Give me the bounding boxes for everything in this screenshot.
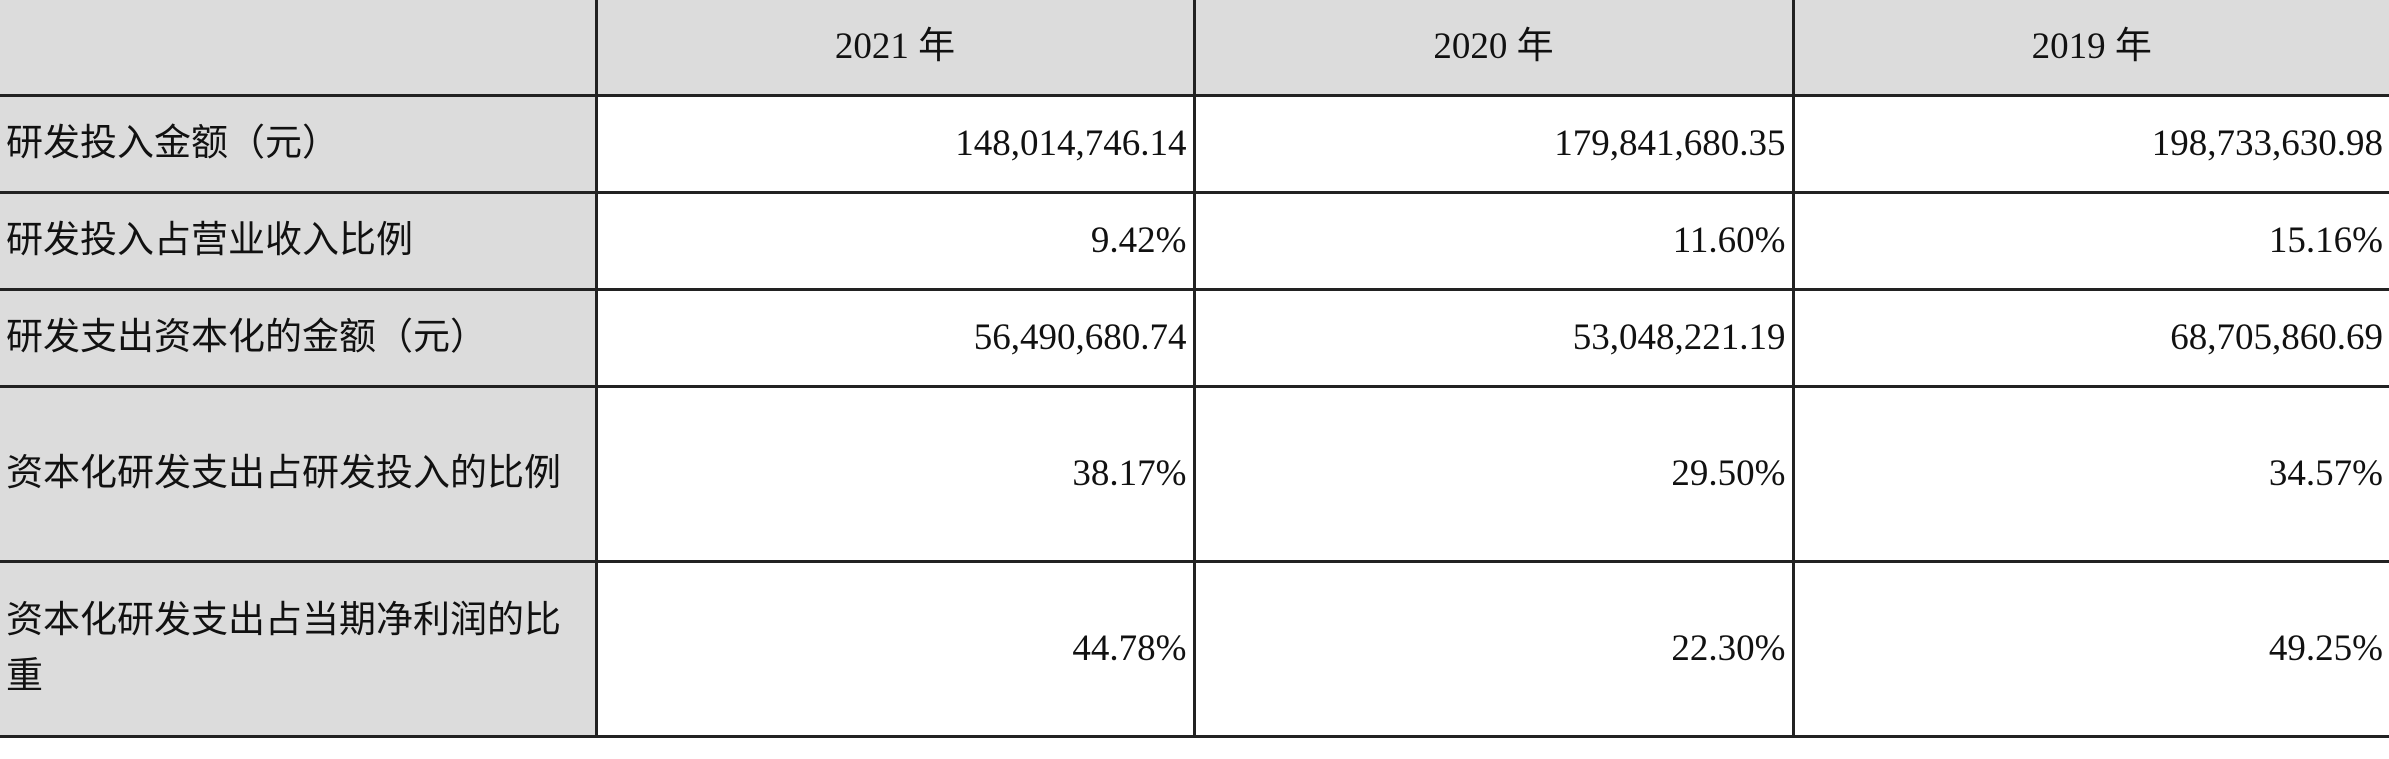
table-row: 研发投入金额（元） 148,014,746.14 179,841,680.35 …: [0, 94, 2389, 194]
cell-value: 11.60%: [1192, 191, 1795, 291]
cell-value: 34.57%: [1791, 385, 2389, 563]
cell-value: 44.78%: [594, 560, 1196, 738]
table-row: 资本化研发支出占研发投入的比例 38.17% 29.50% 34.57%: [0, 385, 2389, 563]
row-label: 研发投入金额（元）: [0, 94, 598, 194]
rd-investment-table: 2021 年 2020 年 2019 年 研发投入金额（元） 148,014,7…: [0, 0, 2389, 738]
cell-value: 179,841,680.35: [1192, 94, 1795, 194]
cell-value: 68,705,860.69: [1791, 288, 2389, 388]
cell-value: 15.16%: [1791, 191, 2389, 291]
header-cell-2021: 2021 年: [594, 0, 1196, 97]
cell-value: 148,014,746.14: [594, 94, 1196, 194]
cell-value: 9.42%: [594, 191, 1196, 291]
row-label: 资本化研发支出占当期净利润的比重: [0, 560, 598, 738]
header-cell-empty: [0, 0, 598, 97]
cell-value: 49.25%: [1791, 560, 2389, 738]
row-label: 研发支出资本化的金额（元）: [0, 288, 598, 388]
cell-value: 53,048,221.19: [1192, 288, 1795, 388]
header-row: 2021 年 2020 年 2019 年: [0, 0, 2389, 97]
table-row: 研发支出资本化的金额（元） 56,490,680.74 53,048,221.1…: [0, 288, 2389, 388]
row-label: 资本化研发支出占研发投入的比例: [0, 385, 598, 563]
table-row: 资本化研发支出占当期净利润的比重 44.78% 22.30% 49.25%: [0, 560, 2389, 738]
cell-value: 198,733,630.98: [1791, 94, 2389, 194]
header-cell-2020: 2020 年: [1192, 0, 1795, 97]
table-row: 研发投入占营业收入比例 9.42% 11.60% 15.16%: [0, 191, 2389, 291]
header-cell-2019: 2019 年: [1791, 0, 2389, 97]
cell-value: 56,490,680.74: [594, 288, 1196, 388]
cell-value: 22.30%: [1192, 560, 1795, 738]
cell-value: 29.50%: [1192, 385, 1795, 563]
row-label: 研发投入占营业收入比例: [0, 191, 598, 291]
cell-value: 38.17%: [594, 385, 1196, 563]
